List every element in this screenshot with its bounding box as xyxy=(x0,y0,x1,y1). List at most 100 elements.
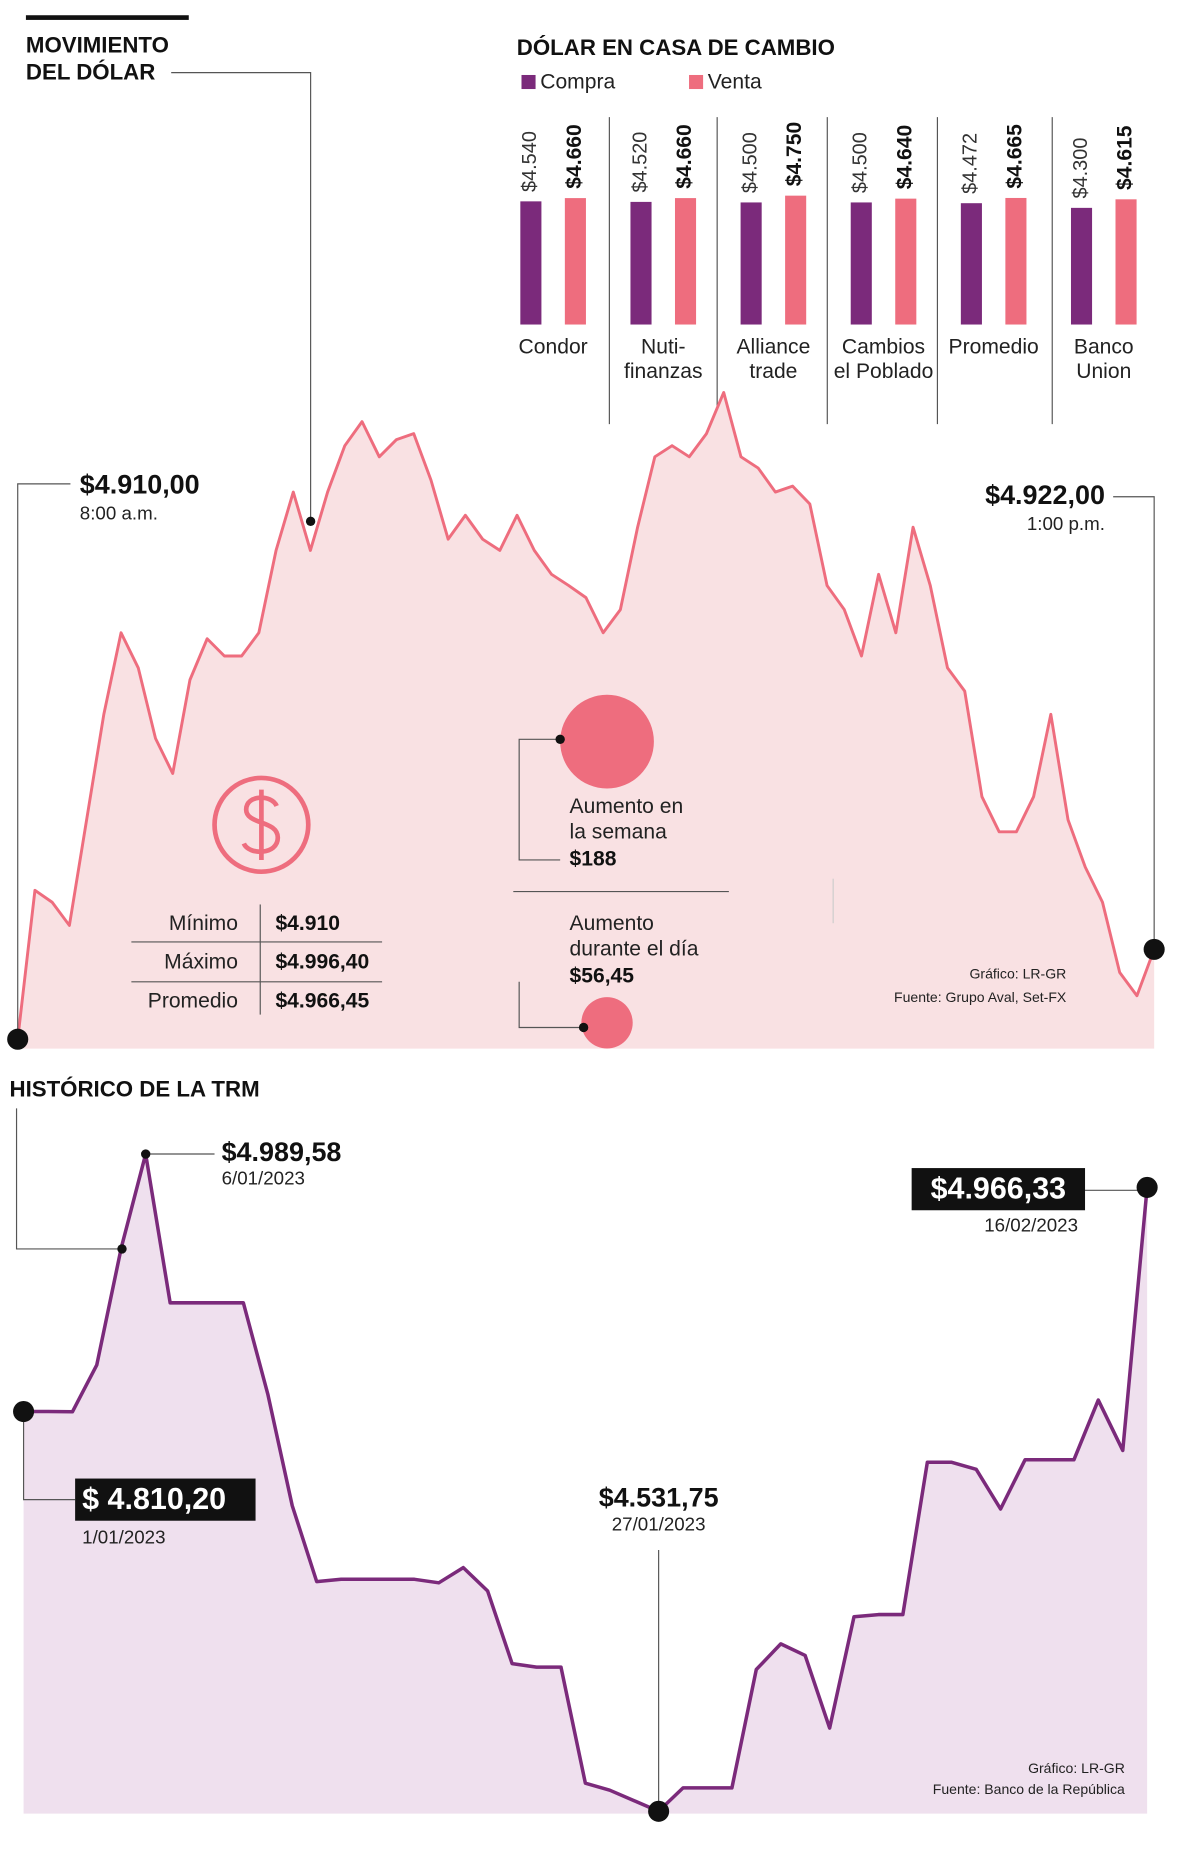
stat-value: $4.966,45 xyxy=(275,989,369,1012)
label-box xyxy=(911,1168,1086,1211)
bubble-label: la semana xyxy=(570,821,668,844)
source: Gráfico: LR-GR xyxy=(1028,1760,1125,1776)
bar xyxy=(520,201,542,325)
value-label: $4.660 xyxy=(563,124,586,188)
bubble-value: $188 xyxy=(570,848,617,871)
time-label: 1:00 p.m. xyxy=(1027,513,1105,534)
value-label: $4.922,00 xyxy=(985,480,1105,510)
area xyxy=(23,1154,1148,1814)
value-label: $4.665 xyxy=(1003,124,1026,189)
date-label: 6/01/2023 xyxy=(222,1168,305,1189)
bubble xyxy=(560,694,654,789)
bar xyxy=(740,202,762,325)
date-label: 1/01/2023 xyxy=(82,1526,165,1547)
bar xyxy=(1115,199,1137,325)
bar xyxy=(1070,207,1093,325)
value-label: $4.966,33 xyxy=(931,1171,1066,1205)
source: Fuente: Banco de la República xyxy=(933,1781,1125,1797)
bubble-label: Aumento en xyxy=(570,795,684,818)
date-label: 27/01/2023 xyxy=(612,1513,706,1534)
bubble xyxy=(581,997,633,1049)
bar xyxy=(960,203,982,325)
dot xyxy=(555,734,565,744)
stats-grid xyxy=(131,878,834,1015)
line xyxy=(23,1152,1149,1814)
connector xyxy=(518,981,584,1029)
category-label: Cambios xyxy=(842,336,925,359)
value-label: $4.910,00 xyxy=(80,469,200,499)
chart-title: MOVIMIENTO xyxy=(26,33,169,58)
connector xyxy=(518,738,561,861)
icon-circle xyxy=(212,775,311,875)
dot xyxy=(305,516,316,527)
bar xyxy=(895,198,917,325)
category-label: Union xyxy=(1076,360,1131,383)
category-label: Nuti- xyxy=(641,336,686,359)
legend-label: Venta xyxy=(708,71,762,94)
value-label: $4.531,75 xyxy=(599,1483,719,1513)
value-label: $4.472 xyxy=(960,133,982,194)
dot xyxy=(578,1022,589,1033)
end-dot xyxy=(1136,1176,1158,1198)
value-label: $4.300 xyxy=(1070,138,1092,199)
bubble-label: Aumento xyxy=(570,912,654,935)
bar xyxy=(564,198,586,325)
value-label: $ 4.810,20 xyxy=(82,1482,226,1516)
dot xyxy=(117,1244,127,1254)
category-label: Promedio xyxy=(949,336,1039,359)
category-label: finanzas xyxy=(624,360,703,383)
source: Fuente: Grupo Aval, Set-FX xyxy=(894,989,1067,1005)
legend-swatch xyxy=(689,74,704,90)
stat-value: $4.996,40 xyxy=(275,951,369,974)
chart-layer xyxy=(16,391,1156,1814)
connector xyxy=(15,1108,122,1250)
bubble-label: durante el día xyxy=(570,938,699,961)
value-label: $4.615 xyxy=(1114,125,1137,190)
bubble-value: $56,45 xyxy=(570,965,635,988)
source: Gráfico: LR-GR xyxy=(969,965,1066,981)
category-label: Alliance xyxy=(736,336,810,359)
connector xyxy=(1113,496,1155,950)
stat-value: $4.910 xyxy=(275,912,339,935)
stat-name: Promedio xyxy=(148,989,238,1012)
legend-swatch xyxy=(521,74,536,90)
dollar-icon xyxy=(212,775,311,875)
value-label: $4.540 xyxy=(519,131,541,192)
bar xyxy=(850,202,872,325)
legend-label: Compra xyxy=(540,71,615,94)
category-label: el Poblado xyxy=(834,360,934,383)
bar xyxy=(630,201,652,325)
connector xyxy=(17,483,71,1040)
end-dot xyxy=(1143,938,1165,960)
bar xyxy=(674,198,697,325)
end-dot xyxy=(648,1800,670,1822)
title-rule xyxy=(25,15,189,20)
line xyxy=(16,391,1156,1040)
end-dot xyxy=(13,1400,35,1423)
bar xyxy=(1005,197,1027,325)
stat-name: Mínimo xyxy=(169,912,238,935)
chart-title: DÓLAR EN CASA DE CAMBIO xyxy=(517,35,835,60)
stat-name: Máximo xyxy=(164,951,238,974)
connector xyxy=(171,72,312,522)
value-label: $4.989,58 xyxy=(222,1137,342,1167)
value-label: $4.750 xyxy=(783,122,806,186)
chart-title: HISTÓRICO DE LA TRM xyxy=(10,1077,260,1102)
date-label: 16/02/2023 xyxy=(984,1215,1078,1236)
end-dot xyxy=(7,1028,29,1050)
category-label: Banco xyxy=(1074,336,1134,359)
label-box xyxy=(75,1478,256,1521)
value-label: $4.520 xyxy=(629,132,651,193)
connector xyxy=(22,1411,76,1501)
chart-title: DEL DÓLAR xyxy=(26,60,155,85)
bar xyxy=(785,195,807,325)
category-label: Condor xyxy=(519,336,588,359)
time-label: 8:00 a.m. xyxy=(80,502,158,523)
category-label: trade xyxy=(749,360,797,383)
separators xyxy=(608,117,1053,425)
peak-dot xyxy=(141,1149,151,1159)
value-label: $4.640 xyxy=(893,125,916,189)
value-label: $4.660 xyxy=(673,124,696,188)
